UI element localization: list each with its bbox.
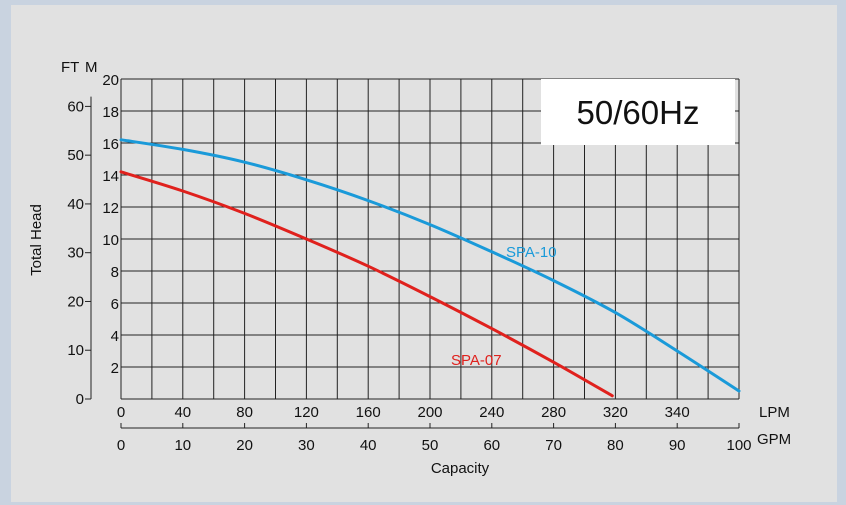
m-tick-label: 10 xyxy=(102,232,119,249)
m-tick-label: 12 xyxy=(102,200,119,217)
gpm-tick-label: 40 xyxy=(360,437,377,454)
m-tick-label: 18 xyxy=(102,104,119,121)
lpm-tick-label: 40 xyxy=(174,404,191,421)
gpm-tick-label: 50 xyxy=(422,437,439,454)
curves: SPA-10 SPA-07 xyxy=(119,138,741,398)
lpm-tick-label: 0 xyxy=(117,404,125,421)
x-axis-title: Capacity xyxy=(431,460,490,477)
lpm-tick-label: 340 xyxy=(665,404,690,421)
gpm-tick-label: 80 xyxy=(607,437,624,454)
gpm-tick-label: 60 xyxy=(483,437,500,454)
curve-spa-07 xyxy=(119,170,614,398)
lpm-tick-label: 160 xyxy=(356,404,381,421)
ft-tick-label: 0 xyxy=(76,391,84,408)
curve-spa-10 xyxy=(119,138,741,393)
ft-tick-label: 20 xyxy=(67,293,84,310)
lpm-tick-label: 240 xyxy=(479,404,504,421)
gpm-tick-label: 70 xyxy=(545,437,562,454)
lpm-tick-label: 200 xyxy=(417,404,442,421)
m-tick-label: 2 xyxy=(111,360,119,377)
axes xyxy=(85,96,740,429)
gpm-unit-label: GPM xyxy=(757,431,791,448)
ft-tick-label: 30 xyxy=(67,245,84,262)
frequency-badge: 50/60Hz xyxy=(577,94,700,131)
ft-tick-label: 50 xyxy=(67,147,84,164)
gpm-tick-label: 20 xyxy=(236,437,253,454)
m-tick-label: 16 xyxy=(102,136,119,153)
y-axis-title: Total Head xyxy=(28,204,45,276)
ft-unit-label: FT xyxy=(61,59,79,76)
gpm-tick-label: 10 xyxy=(174,437,191,454)
m-unit-label: M xyxy=(85,59,98,76)
ft-tick-label: 10 xyxy=(67,342,84,359)
m-tick-label: 20 xyxy=(102,72,119,89)
ft-tick-label: 40 xyxy=(67,196,84,213)
chart-panel: 0 10 20 30 40 50 60 2 4 6 8 10 12 14 16 18 20 0 40 80 120 160… xyxy=(11,5,837,502)
curve-label-spa-07: SPA-07 xyxy=(451,352,502,369)
lpm-tick-label: 120 xyxy=(294,404,319,421)
lpm-tick-label: 320 xyxy=(603,404,628,421)
gpm-tick-label: 30 xyxy=(298,437,315,454)
ft-tick-label: 60 xyxy=(67,98,84,115)
gpm-tick-label: 100 xyxy=(726,437,751,454)
lpm-tick-label: 80 xyxy=(236,404,253,421)
m-tick-label: 14 xyxy=(102,168,119,185)
gpm-tick-label: 90 xyxy=(669,437,686,454)
frequency-badge-box xyxy=(541,79,735,145)
m-tick-label: 6 xyxy=(111,296,119,313)
gpm-tick-label: 0 xyxy=(117,437,125,454)
lpm-tick-label: 280 xyxy=(541,404,566,421)
lpm-unit-label: LPM xyxy=(759,404,790,421)
m-tick-label: 4 xyxy=(111,328,119,345)
m-tick-label: 8 xyxy=(111,264,119,281)
curve-label-spa-10: SPA-10 xyxy=(506,244,557,261)
